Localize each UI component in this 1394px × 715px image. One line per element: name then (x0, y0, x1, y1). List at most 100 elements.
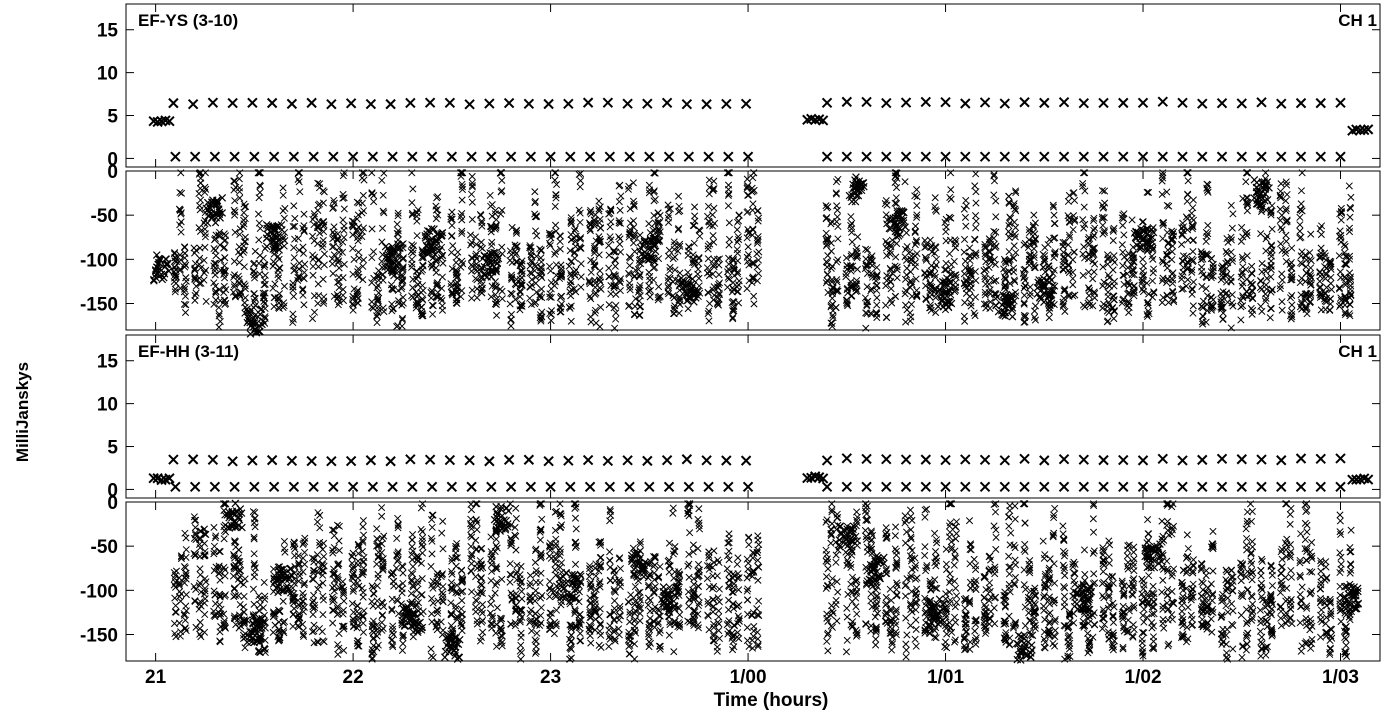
phase-marker (553, 180, 561, 189)
zero-marker (328, 481, 339, 493)
zero-marker (1335, 481, 1346, 493)
phase-marker (1020, 299, 1028, 307)
phase-marker (368, 254, 376, 262)
zero-marker (1118, 481, 1129, 493)
phase-marker (733, 238, 741, 246)
phase-marker (458, 196, 466, 204)
phase-marker (671, 253, 679, 261)
phase-marker (576, 243, 584, 251)
phase-marker (255, 236, 263, 244)
phase-marker (512, 227, 520, 235)
phase-cluster-marker (1008, 312, 1017, 321)
phase-marker (394, 582, 403, 590)
phase-marker (546, 577, 554, 585)
phase-marker (550, 282, 559, 290)
phase-marker (418, 310, 426, 318)
phase-marker (427, 260, 435, 268)
phase-marker (491, 206, 499, 215)
phase-marker (368, 225, 376, 233)
amplitude-marker (1157, 453, 1168, 465)
phase-marker (236, 188, 244, 196)
phase-marker (531, 210, 539, 218)
phase-marker (1090, 268, 1098, 276)
phase-marker (439, 259, 447, 267)
phase-marker (566, 247, 574, 255)
amplitude-marker (523, 98, 535, 110)
phase-marker (468, 172, 476, 181)
zero-marker (920, 151, 932, 162)
amplitude-marker (266, 97, 278, 109)
phase-marker (511, 251, 519, 259)
phase-marker (200, 276, 208, 284)
zero-marker (644, 151, 655, 162)
amplitude-marker (821, 455, 833, 466)
phase-marker (409, 284, 417, 292)
phase-marker (733, 288, 741, 296)
phase-marker (1144, 188, 1153, 196)
phase-marker (636, 311, 644, 319)
phase-marker (1283, 190, 1291, 199)
zero-marker (189, 481, 201, 493)
phase-marker (438, 529, 446, 537)
phase-marker (454, 279, 462, 287)
phase-marker (1288, 292, 1296, 300)
phase-marker (177, 228, 185, 236)
phase-marker (478, 600, 487, 609)
phase-marker (375, 305, 383, 314)
phase-marker (1069, 226, 1077, 234)
phase-marker (1267, 304, 1275, 312)
phase-marker (210, 300, 218, 308)
phase-marker (250, 600, 258, 608)
phase-marker (1080, 203, 1088, 211)
zero-marker (426, 481, 438, 493)
phase-marker (893, 274, 901, 282)
phase-marker (319, 187, 327, 195)
phase-marker (1337, 208, 1346, 216)
phase-marker (221, 269, 229, 277)
phase-marker (512, 515, 520, 523)
phase-marker (636, 303, 644, 311)
phase-marker (320, 552, 328, 561)
phase-marker (690, 239, 698, 247)
phase-marker (388, 605, 396, 613)
phase-marker (388, 628, 396, 637)
phase-marker (1026, 283, 1034, 291)
phase-marker (319, 236, 327, 244)
phase-marker (300, 275, 308, 283)
phase-marker (240, 220, 248, 228)
phase-marker (432, 268, 440, 277)
phase-marker (333, 235, 341, 243)
phase-marker (704, 202, 713, 210)
zero-marker (999, 481, 1010, 493)
amplitude-marker (642, 98, 653, 109)
phase-marker (537, 611, 545, 620)
phase-marker (182, 301, 190, 309)
phase-marker (261, 313, 269, 321)
phase-marker (360, 207, 368, 215)
amplitude-marker (817, 115, 829, 126)
amplitude-marker (999, 455, 1010, 466)
zero-marker (1276, 481, 1287, 493)
phase-marker (457, 293, 465, 301)
amplitude-marker (841, 96, 853, 108)
phase-marker (1119, 248, 1127, 256)
phase-marker (359, 593, 367, 601)
phase-marker (607, 236, 615, 244)
phase-marker (1189, 237, 1197, 245)
amplitude-marker (345, 98, 357, 109)
phase-marker (195, 260, 203, 268)
zero-marker (1137, 151, 1149, 162)
phase-marker (911, 228, 919, 237)
phase-marker (409, 185, 417, 193)
amplitude-marker (602, 97, 614, 108)
phase-marker (310, 621, 318, 629)
zero-marker (644, 481, 655, 493)
zero-marker (288, 151, 300, 162)
phase-marker (202, 297, 210, 305)
phase-marker (380, 209, 388, 217)
phase-marker (735, 299, 743, 307)
zero-marker (624, 481, 635, 493)
phase-marker (913, 186, 921, 194)
phase-marker (492, 221, 500, 229)
